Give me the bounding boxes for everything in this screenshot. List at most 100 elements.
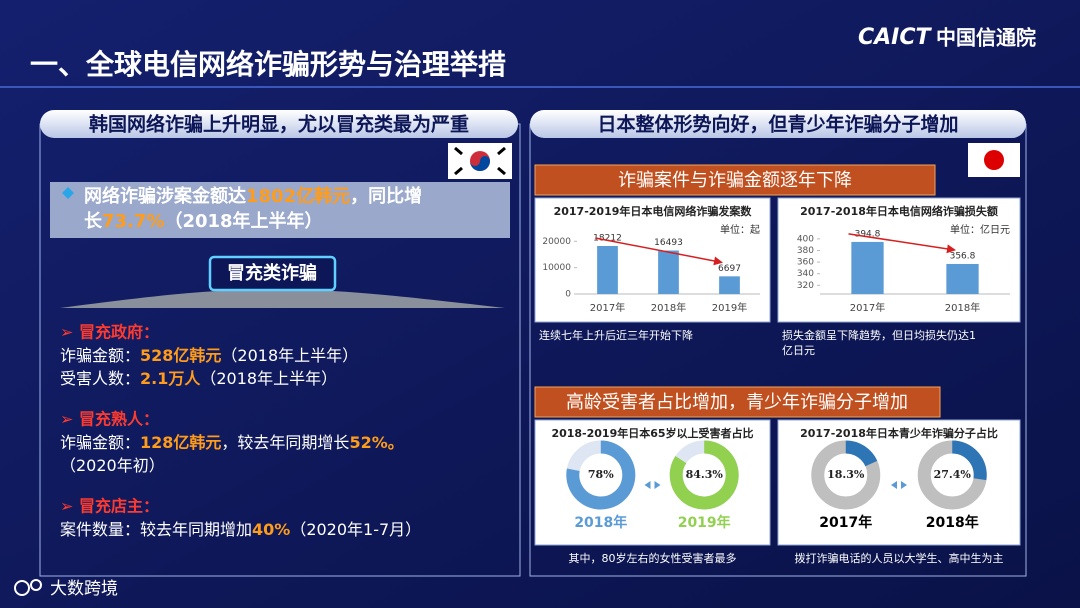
left-header-bg xyxy=(40,110,518,138)
right-header-bg xyxy=(530,110,1026,138)
emphasis: 128亿韩元 xyxy=(140,433,221,452)
y-tick-label: 0 xyxy=(565,290,571,300)
chart-caption: 损失金额呈下降趋势，但日均损失仍达1 xyxy=(782,328,976,342)
donut-arc xyxy=(951,440,987,481)
y-tick-label: 10000 xyxy=(542,263,571,273)
text: （2018年上半年） xyxy=(200,369,337,388)
chart-title: 2018-2019年日本65岁以上受害者占比 xyxy=(551,426,753,440)
logo-name: 中国信通院 xyxy=(936,26,1036,50)
x-tick-label: 2017年 xyxy=(590,301,625,314)
text: 受害人数： xyxy=(60,369,140,388)
slide-title: 一、全球电信网络诈骗形势与治理举措 xyxy=(30,48,506,81)
value-label: 16493 xyxy=(654,238,683,248)
watermark-icon xyxy=(14,579,42,596)
donut-arc xyxy=(566,440,636,510)
category-label: 2018年 xyxy=(574,514,627,531)
text: （2018年上半年） xyxy=(164,210,322,232)
y-tick-label: 20000 xyxy=(542,237,571,247)
subheading: 诈骗案件与诈骗金额逐年下降 xyxy=(618,170,852,191)
korea-flag xyxy=(448,143,512,179)
chart-unit: 单位：起 xyxy=(720,223,760,236)
value-label: 394.8 xyxy=(855,229,881,239)
emphasis: 2.1万人 xyxy=(140,369,201,388)
chart-unit: 单位：亿日元 xyxy=(950,223,1010,236)
chart-box xyxy=(534,197,771,323)
text: ，较去年同期增长 xyxy=(221,433,349,452)
chart-title: 2017-2018年日本青少年诈骗分子占比 xyxy=(800,426,998,440)
text: 诈骗金额： xyxy=(60,346,140,365)
section-heading: ➢ 冒充店主： xyxy=(60,497,159,516)
value-label: 27.4% xyxy=(934,468,972,481)
trend-arrow xyxy=(595,237,723,266)
highlight-box xyxy=(50,182,510,238)
connector xyxy=(644,481,661,489)
text: 诈骗金额： xyxy=(60,433,140,452)
badge: 冒充类诈骗 xyxy=(227,262,317,284)
value-label: 78% xyxy=(588,468,614,481)
text-line: 诈骗金额：528亿韩元（2018年上半年） xyxy=(60,346,358,365)
category-label: 2017年 xyxy=(819,514,872,531)
value-label: 18212 xyxy=(593,233,622,243)
section-heading: ➢ 冒充熟人： xyxy=(60,410,159,429)
chart-caption: 拨打诈骗电话的人员以大学生、高中生为主 xyxy=(795,551,1004,565)
subheading: 高龄受害者占比增加，青少年诈骗分子增加 xyxy=(566,392,908,413)
value-label: 356.8 xyxy=(950,251,976,261)
chart-box xyxy=(777,197,1021,323)
text: （2020年1-7月） xyxy=(290,520,421,539)
text-line: 案件数量：较去年同期增加40%（2020年1-7月） xyxy=(60,520,421,539)
right-header: 日本整体形势向好，但青少年诈骗分子增加 xyxy=(597,113,958,136)
trend-arrow xyxy=(848,233,956,254)
x-tick-label: 2019年 xyxy=(712,301,747,314)
value-label: 84.3% xyxy=(686,468,724,481)
text: （2020年初） xyxy=(60,456,165,475)
badge-bg xyxy=(208,255,337,292)
text-line: 受害人数：2.1万人（2018年上半年） xyxy=(60,369,337,388)
x-tick-label: 2017年 xyxy=(850,301,885,314)
text: （2018年上半年） xyxy=(221,346,358,365)
bar xyxy=(946,263,979,294)
chart-title: 2017-2018年日本电信网络诈骗损失额 xyxy=(800,204,998,218)
chart-title: 2017-2019年日本电信网络诈骗发案数 xyxy=(554,204,753,218)
y-tick-label: 320 xyxy=(797,281,814,291)
text-line: 长73.7%（2018年上半年） xyxy=(84,210,323,232)
text-line: （2020年初） xyxy=(60,456,165,475)
bar xyxy=(658,250,679,294)
donut-arc xyxy=(845,440,878,467)
chart-caption: 亿日元 xyxy=(782,344,815,357)
y-tick-label: 360 xyxy=(797,258,814,268)
category-label: 2018年 xyxy=(926,514,979,531)
text: 网络诈骗涉案金额达 xyxy=(84,185,246,207)
bullet xyxy=(62,187,74,199)
x-tick-label: 2018年 xyxy=(945,301,980,314)
emphasis: 528亿韩元 xyxy=(140,346,221,365)
text: 长 xyxy=(84,211,103,232)
divider xyxy=(0,86,1080,88)
badge-base xyxy=(60,289,505,308)
japan-flag xyxy=(968,143,1020,177)
emphasis: 52%。 xyxy=(349,433,403,452)
bar xyxy=(597,245,618,294)
x-tick-label: 2018年 xyxy=(651,301,686,314)
value-label: 18.3% xyxy=(827,468,865,481)
category-label: 2019年 xyxy=(678,514,731,531)
watermark: 大数跨境 xyxy=(50,579,118,599)
y-tick-label: 400 xyxy=(797,234,814,244)
left-header: 韩国网络诈骗上升明显，尤以冒充类最为严重 xyxy=(89,113,469,136)
chart-caption: 连续七年上升后近三年开始下降 xyxy=(539,328,693,342)
y-tick-label: 340 xyxy=(797,269,814,279)
value-label: 6697 xyxy=(718,264,741,274)
emphasis: 73.7% xyxy=(102,211,164,232)
connector xyxy=(891,481,907,489)
text-line: 诈骗金额：128亿韩元，较去年同期增长52%。 xyxy=(60,433,404,452)
text-line: 网络诈骗涉案金额达1802亿韩元，同比增 xyxy=(84,185,422,207)
donut-arc xyxy=(669,440,739,510)
emphasis: 1802亿韩元 xyxy=(246,185,350,207)
chart-caption: 其中，80岁左右的女性受害者最多 xyxy=(569,551,737,565)
bar xyxy=(719,276,740,294)
subheading-bg xyxy=(534,164,936,196)
logo-brand: CAICT xyxy=(858,25,933,50)
emphasis: 40% xyxy=(252,520,290,539)
text: ，同比增 xyxy=(350,185,422,207)
